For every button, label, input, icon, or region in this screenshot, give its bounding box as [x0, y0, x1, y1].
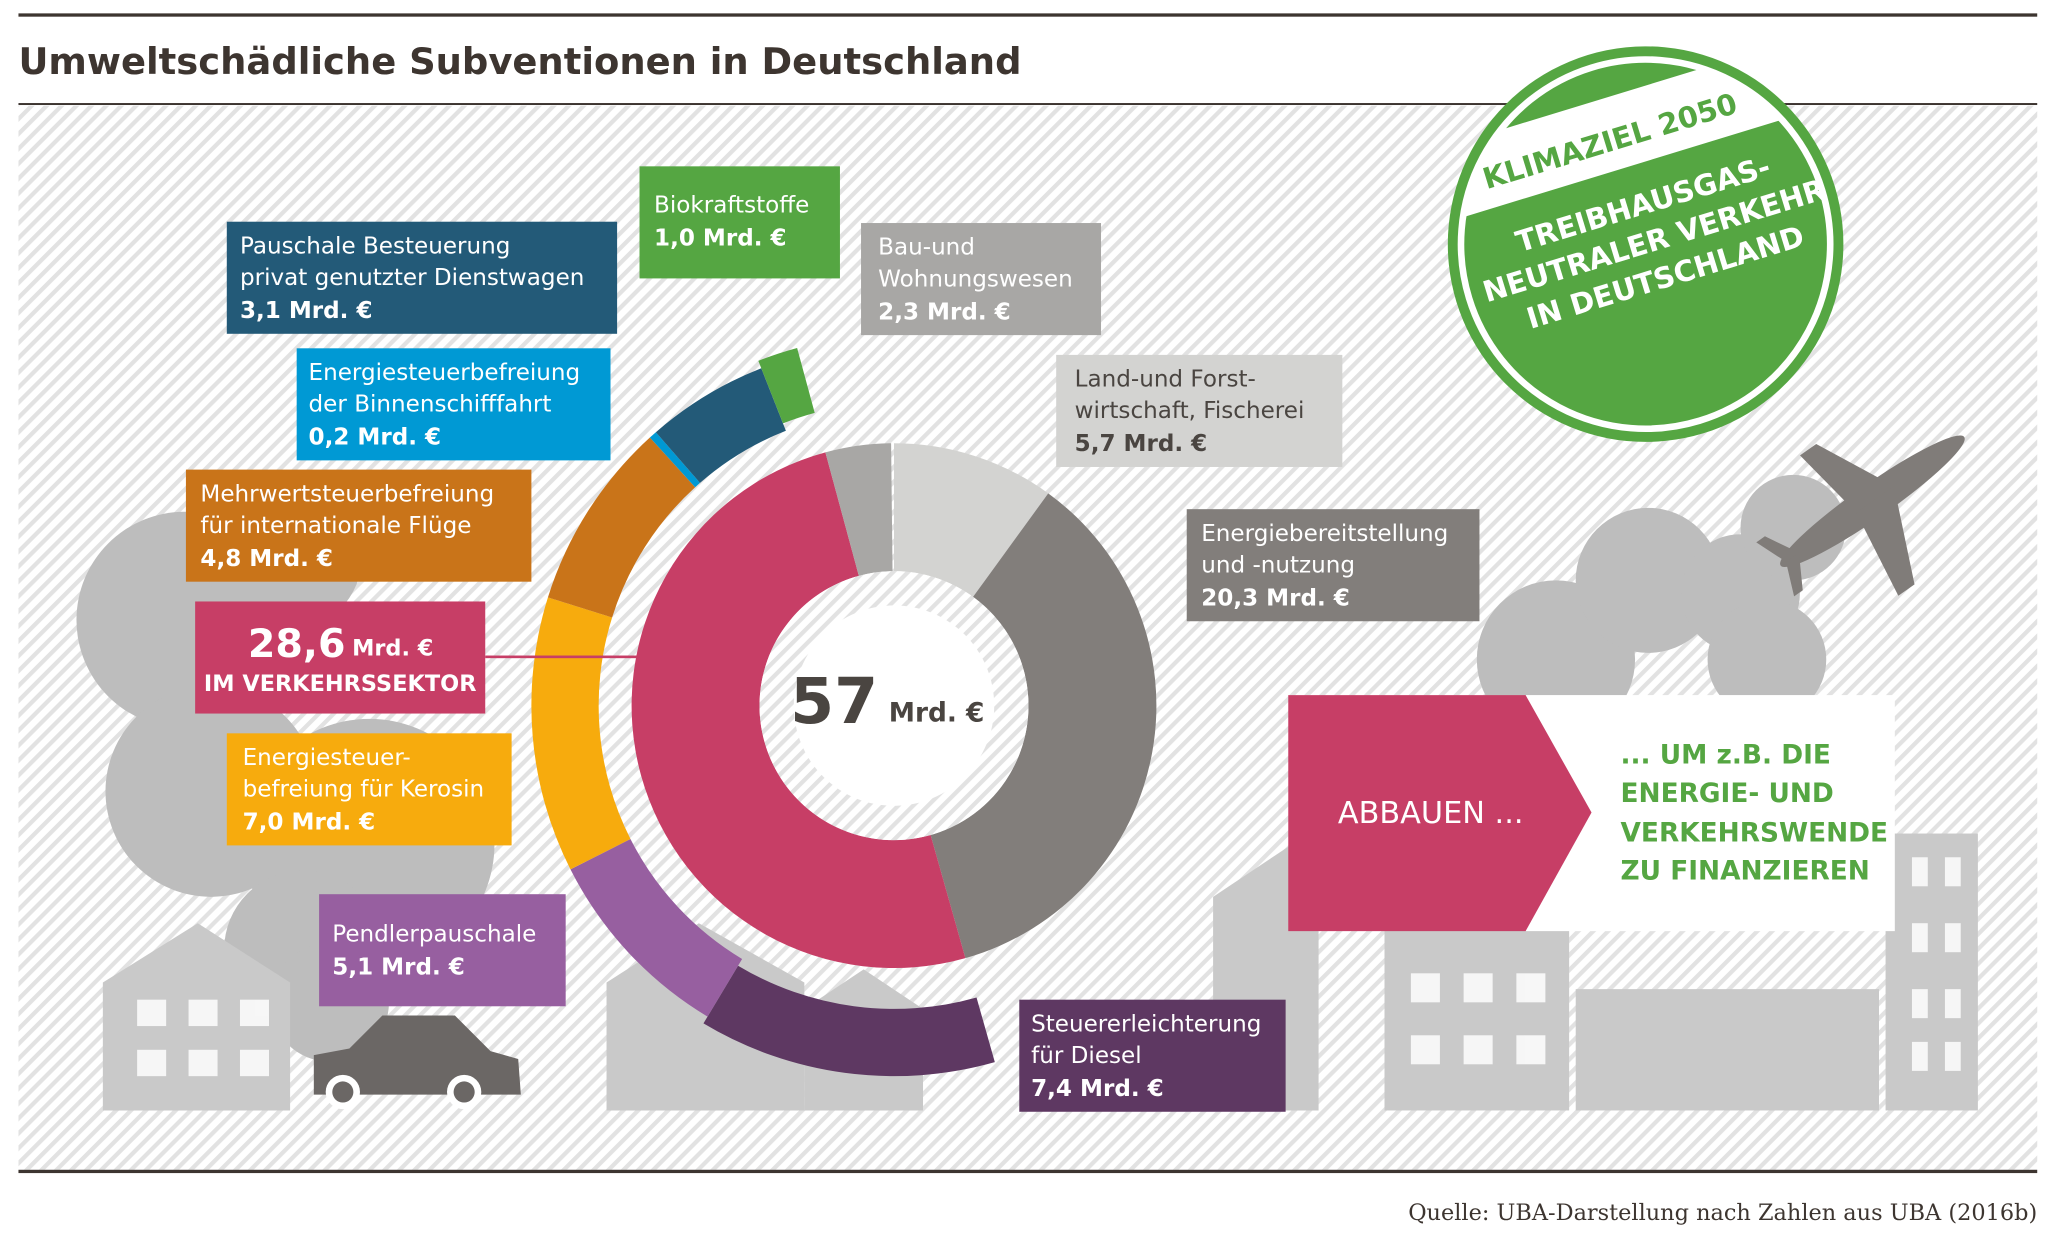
- label-value: 5,1 Mrd. €: [332, 955, 465, 981]
- label-mwst: Mehrwertsteuerbefreiung für internationa…: [185, 469, 532, 582]
- inner-slice-land-und-forstwirtschaft-fischerei: [894, 443, 1049, 597]
- inner-slice-bau-und-wohnungswesen: [825, 443, 893, 576]
- label-value: 2,3 Mrd. €: [878, 299, 1011, 325]
- label-bio: Biokraftstoffe 1,0 Mrd. €: [639, 166, 840, 279]
- source-note: Quelle: UBA-Darstellung nach Zahlen aus …: [1408, 1200, 2037, 1226]
- label-line: Pauschale Besteuerung: [240, 233, 510, 259]
- label-value: 1,0 Mrd. €: [654, 225, 787, 251]
- target-line: VERKEHRSWENDE: [1621, 818, 1889, 848]
- label-kerosin: Energiesteuer- befreiung für Kerosin 7,0…: [226, 733, 512, 846]
- target-line: ZU FINANZIEREN: [1621, 857, 1870, 887]
- transport-total-caption: IM VERKEHRSSEKTOR: [204, 671, 477, 697]
- label-line: Biokraftstoffe: [654, 192, 809, 218]
- inner-slice-energiebereitstellung-und-nutzung: [930, 493, 1157, 959]
- label-line: Mehrwertsteuerbefreiung: [200, 481, 494, 507]
- label-line: Bau-und: [878, 235, 975, 261]
- inner-slice-verkehrssektor: [631, 452, 966, 969]
- title-rule: [18, 103, 2038, 106]
- label-line: und -nutzung: [1201, 552, 1355, 578]
- car-icon: [313, 1015, 521, 1110]
- label-line: Energiebereitstellung: [1201, 521, 1448, 547]
- chart-center: [793, 605, 995, 806]
- outer-slice-energiesteuerbefreiung-der-binnenschifffahrt: [649, 432, 701, 488]
- outer-slice-biokraftstoffe: [758, 348, 815, 424]
- center-total-value: 57: [790, 664, 878, 738]
- label-value: 4,8 Mrd. €: [200, 546, 333, 572]
- label-energie: Energiebereitstellung und -nutzung 20,3 …: [1186, 509, 1480, 622]
- label-line: Wohnungswesen: [878, 266, 1073, 292]
- transport-connector-line: [485, 655, 641, 659]
- label-transport-total: 28,6 Mrd. € IM VERKEHRSSEKTOR: [195, 601, 486, 714]
- target-line: ... UM z.B. DIE: [1621, 741, 1831, 771]
- outer-slice-steuererleichterung-f-r-diesel: [703, 965, 995, 1077]
- center-total-unit: Mrd. €: [889, 698, 985, 728]
- arrow-shape: [1288, 695, 1592, 932]
- outer-slice-pendlerpauschale: [570, 839, 743, 1017]
- arrow-label: ABBAUEN ...: [1338, 796, 1524, 831]
- outer-slice-energiesteuerbefreiung-f-r-kerosin: [531, 597, 631, 870]
- label-line: Land-und Forst-: [1075, 367, 1256, 393]
- label-pendler: Pendlerpauschale 5,1 Mrd. €: [319, 894, 566, 1007]
- label-dienstwagen: Pauschale Besteuerung privat genutzter D…: [226, 221, 618, 334]
- airplane-icon: [1756, 435, 1965, 597]
- label-line: der Binnenschifffahrt: [309, 392, 552, 418]
- label-diesel: Steuererleichterung für Diesel 7,4 Mrd. …: [1019, 999, 1286, 1112]
- label-value: 7,0 Mrd. €: [243, 810, 376, 836]
- donut-chart: [531, 348, 1157, 1077]
- label-line: Energiesteuer-: [243, 745, 411, 771]
- label-land: Land-und Forst- wirtschaft, Fischerei 5,…: [1056, 354, 1343, 467]
- label-line: für internationale Flüge: [200, 513, 471, 539]
- bottom-rule: [18, 1169, 2038, 1174]
- label-line: Pendlerpauschale: [332, 922, 536, 948]
- klimaziel-stamp: KLIMAZIEL 2050 TREIBHAUSGAS- NEUTRALER V…: [1418, 36, 1844, 442]
- label-line: Steuererleichterung: [1031, 1011, 1261, 1037]
- label-line: privat genutzter Dienstwagen: [240, 265, 584, 291]
- transport-total-unit: Mrd. €: [352, 636, 433, 662]
- label-line: für Diesel: [1031, 1043, 1142, 1069]
- label-binnen: Energiesteuerbefreiung der Binnenschifff…: [296, 348, 611, 461]
- label-line: befreiung für Kerosin: [243, 777, 485, 803]
- outer-slice-pauschale-besteuerung-privat-genutzter-dienstwagen: [655, 368, 786, 483]
- page-title: Umweltschädliche Subventionen in Deutsch…: [18, 40, 1021, 83]
- label-line: Energiesteuerbefreiung: [309, 360, 581, 386]
- label-value: 0,2 Mrd. €: [309, 425, 442, 451]
- outer-slice-mehrwertsteuerbefreiung-f-r-internationale-fl-ge: [547, 437, 696, 618]
- target-line: ENERGIE- UND: [1621, 779, 1834, 809]
- transport-total-value: 28,6: [248, 621, 346, 667]
- label-value: 7,4 Mrd. €: [1031, 1076, 1164, 1102]
- label-bau: Bau-und Wohnungswesen 2,3 Mrd. €: [861, 223, 1102, 336]
- label-value: 20,3 Mrd. €: [1201, 585, 1350, 611]
- abbauen-callout: ABBAUEN ... ... UM z.B. DIE ENERGIE- UND…: [1288, 695, 1895, 932]
- label-value: 3,1 Mrd. €: [240, 298, 373, 324]
- label-line: wirtschaft, Fischerei: [1075, 398, 1305, 424]
- top-rule: [18, 13, 2038, 17]
- label-value: 5,7 Mrd. €: [1075, 431, 1208, 457]
